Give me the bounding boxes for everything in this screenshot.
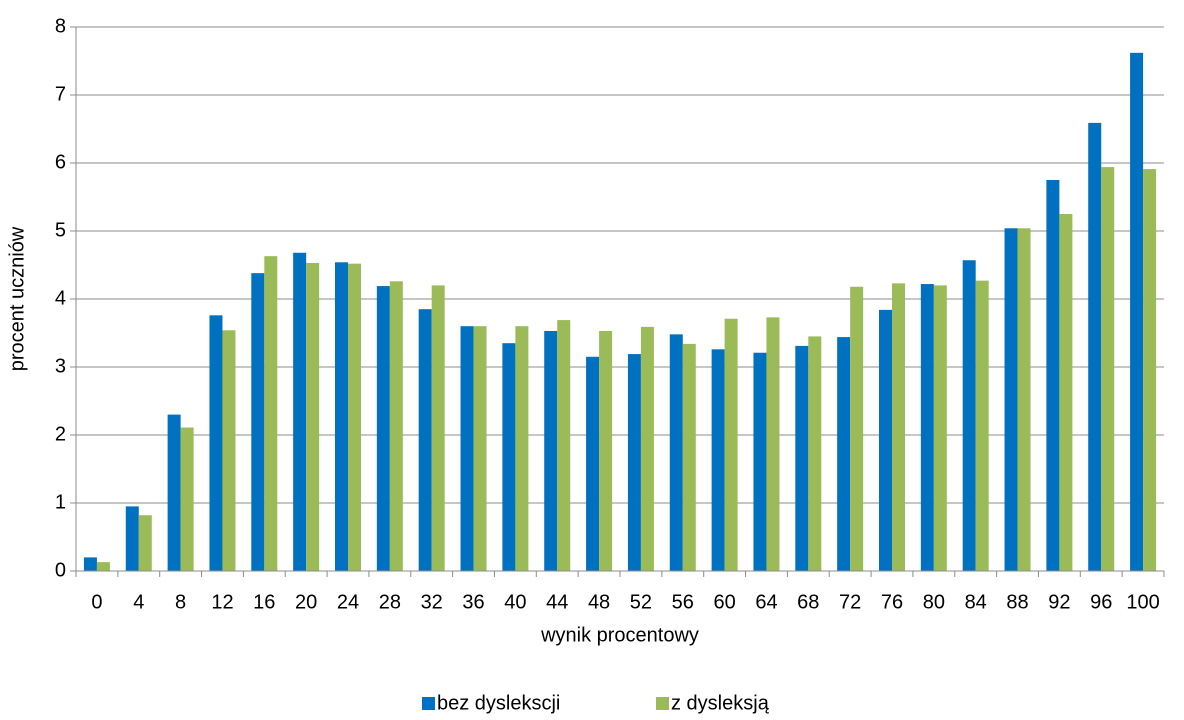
bar bbox=[962, 260, 976, 571]
bar bbox=[920, 284, 934, 571]
bar bbox=[975, 280, 989, 571]
bar bbox=[892, 283, 905, 571]
bar bbox=[808, 336, 822, 571]
bar bbox=[766, 317, 780, 571]
bar bbox=[1046, 180, 1060, 571]
bar bbox=[879, 309, 892, 571]
x-tick-label: 76 bbox=[881, 591, 903, 613]
bar bbox=[711, 349, 725, 571]
x-tick-label: 96 bbox=[1090, 591, 1112, 613]
legend-label: bez dyslekscji bbox=[437, 692, 560, 714]
x-tick-label: 20 bbox=[295, 591, 317, 613]
bar bbox=[167, 414, 181, 571]
x-tick-label: 36 bbox=[462, 591, 484, 613]
bar bbox=[251, 273, 265, 571]
x-tick-label: 12 bbox=[211, 591, 233, 613]
y-tick-label: 4 bbox=[55, 287, 66, 309]
bar bbox=[586, 356, 600, 571]
x-tick-label: 48 bbox=[588, 591, 610, 613]
bar bbox=[515, 326, 529, 571]
bar bbox=[209, 315, 223, 571]
bar bbox=[138, 515, 152, 571]
x-tick-label: 92 bbox=[1048, 591, 1070, 613]
bar bbox=[473, 326, 487, 571]
bar bbox=[1059, 214, 1073, 571]
x-tick-label: 44 bbox=[546, 591, 568, 613]
bar bbox=[389, 281, 403, 571]
bar bbox=[460, 326, 474, 571]
bar bbox=[837, 337, 851, 571]
bar bbox=[348, 263, 361, 571]
bar bbox=[96, 562, 110, 571]
y-tick-label: 8 bbox=[55, 15, 66, 37]
bar bbox=[933, 285, 947, 571]
bar bbox=[335, 262, 348, 571]
bar bbox=[682, 343, 696, 571]
bar bbox=[1143, 169, 1157, 571]
bar bbox=[1101, 167, 1115, 571]
x-tick-label: 64 bbox=[755, 591, 777, 613]
bar bbox=[627, 354, 641, 571]
bar bbox=[557, 320, 571, 571]
y-axis-title: procent uczniów bbox=[6, 226, 28, 371]
x-tick-label: 80 bbox=[923, 591, 945, 613]
y-tick-label: 6 bbox=[55, 151, 66, 173]
bar bbox=[640, 326, 654, 571]
x-tick-label: 8 bbox=[175, 591, 186, 613]
bar bbox=[795, 345, 809, 571]
bar bbox=[599, 330, 613, 571]
legend-swatch bbox=[656, 697, 669, 710]
bar bbox=[180, 427, 194, 571]
legend-label: z dysleksją bbox=[671, 692, 770, 714]
bar bbox=[431, 285, 445, 571]
y-tick-label: 3 bbox=[55, 355, 66, 377]
bar bbox=[376, 286, 390, 571]
bar bbox=[1017, 228, 1031, 571]
y-tick-label: 5 bbox=[55, 219, 66, 241]
bar bbox=[293, 252, 307, 571]
x-tick-label: 72 bbox=[839, 591, 861, 613]
bar bbox=[264, 256, 278, 571]
y-tick-label: 1 bbox=[55, 491, 66, 513]
bar bbox=[1130, 52, 1144, 571]
x-tick-label: 60 bbox=[713, 591, 735, 613]
bar bbox=[306, 262, 320, 571]
x-tick-label: 56 bbox=[672, 591, 694, 613]
bar bbox=[669, 334, 683, 571]
bar bbox=[125, 506, 139, 571]
bar bbox=[83, 557, 97, 571]
x-tick-label: 84 bbox=[965, 591, 987, 613]
bar bbox=[544, 330, 558, 571]
x-tick-label: 28 bbox=[379, 591, 401, 613]
y-tick-label: 7 bbox=[55, 83, 66, 105]
x-tick-label: 32 bbox=[421, 591, 443, 613]
bar bbox=[850, 286, 864, 571]
bar bbox=[1004, 228, 1018, 571]
x-tick-label: 16 bbox=[253, 591, 275, 613]
x-tick-label: 52 bbox=[630, 591, 652, 613]
x-tick-label: 0 bbox=[91, 591, 102, 613]
x-tick-label: 68 bbox=[797, 591, 819, 613]
bar bbox=[1088, 122, 1102, 571]
x-tick-label: 40 bbox=[504, 591, 526, 613]
bar bbox=[753, 352, 767, 571]
x-tick-label: 4 bbox=[133, 591, 144, 613]
bar bbox=[502, 343, 516, 571]
x-tick-label: 100 bbox=[1126, 591, 1159, 613]
y-tick-label: 0 bbox=[55, 559, 66, 581]
legend-swatch bbox=[422, 697, 435, 710]
x-tick-label: 24 bbox=[337, 591, 359, 613]
bar bbox=[418, 309, 432, 571]
bar bbox=[222, 330, 236, 571]
x-axis-title: wynik procentowy bbox=[540, 624, 699, 646]
y-tick-label: 2 bbox=[55, 423, 66, 445]
x-tick-label: 88 bbox=[1006, 591, 1028, 613]
bar bbox=[724, 318, 738, 571]
